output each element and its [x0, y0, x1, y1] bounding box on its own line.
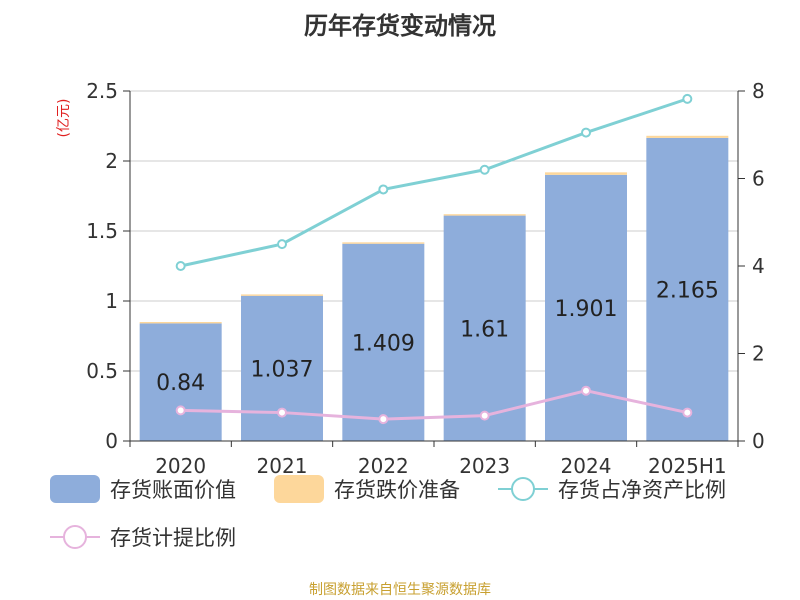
bar-data-label: 1.409 — [352, 331, 415, 356]
bar-inventory-impairment — [241, 294, 323, 296]
y-left-tick-label: 1 — [105, 289, 118, 313]
legend-swatch-bar — [50, 475, 100, 503]
line-point — [378, 184, 389, 195]
bar-inventory-book-value — [646, 137, 729, 441]
line-point — [682, 407, 693, 418]
chart-title: 历年存货变动情况 — [304, 12, 496, 40]
x-tick-label: 2024 — [561, 454, 612, 478]
x-tick-label: 2021 — [257, 454, 308, 478]
line-point — [378, 414, 389, 425]
bar-data-label: 1.61 — [460, 317, 509, 342]
axes: 0 0.5 1 1.5 2 2.5 0 2 4 6 8 2020 2021 2022 2023 2024 202… — [86, 79, 765, 478]
line-point — [277, 407, 287, 418]
data-source-note: 制图数据来自恒生聚源数据库 — [309, 582, 491, 598]
bar-data-label: 1.037 — [251, 357, 314, 382]
bar-data-label: 0.84 — [156, 371, 205, 396]
bar-inventory-book-value — [342, 243, 425, 441]
legend-swatch-bar — [274, 475, 324, 503]
bar-inventory-impairment — [342, 242, 425, 244]
x-tick-label: 2020 — [155, 454, 206, 478]
x-tick-label: 2025H1 — [648, 454, 727, 478]
bar-inventory-impairment — [545, 172, 627, 175]
bar-inventory-impairment — [443, 214, 526, 216]
line-point — [277, 239, 287, 250]
line-inventory-provision-ratio — [180, 389, 688, 421]
bar-inventory-book-value — [443, 215, 526, 441]
gridlines — [130, 90, 738, 372]
y-axis-unit-label: (亿元) — [56, 99, 72, 138]
bar-inventory-impairment — [139, 322, 222, 324]
legend-label: 存货占净资产比例 — [558, 478, 726, 502]
x-tick-label: 2022 — [358, 454, 409, 478]
line-group — [175, 93, 693, 425]
bar-inventory-book-value — [139, 323, 222, 441]
legend-label: 存货计提比例 — [110, 526, 236, 550]
y-right-tick-label: 6 — [752, 167, 765, 191]
y-right-tick-label: 2 — [752, 342, 765, 366]
line-point — [581, 127, 591, 138]
bar-group: 0.84 1.037 1.409 1.61 1.901 2.165 — [139, 135, 729, 442]
line-point — [682, 93, 693, 104]
y-right-tick-label: 4 — [752, 254, 765, 278]
line-point — [479, 410, 490, 421]
line-point — [581, 385, 591, 396]
line-point — [175, 405, 186, 416]
line-point — [175, 261, 186, 271]
x-tick-label: 2023 — [459, 454, 510, 478]
y-left-tick-label: 0 — [105, 429, 118, 453]
bar-inventory-impairment — [646, 135, 729, 138]
y-left-tick-label: 1.5 — [86, 219, 118, 243]
line-inventory-net-asset-ratio — [180, 97, 688, 268]
y-left-tick-label: 2.5 — [86, 79, 118, 103]
line-point — [479, 164, 490, 175]
legend-label: 存货跌价准备 — [334, 478, 460, 502]
legend-label: 存货账面价值 — [110, 478, 236, 502]
y-right-tick-label: 8 — [752, 79, 765, 103]
y-left-tick-label: 0.5 — [86, 359, 118, 383]
bar-data-label: 1.901 — [555, 297, 618, 322]
y-left-tick-label: 2 — [105, 149, 118, 173]
y-right-tick-label: 0 — [752, 429, 765, 453]
legend-swatch-marker — [511, 477, 535, 501]
legend-swatch-marker — [63, 525, 87, 549]
bar-data-label: 2.165 — [656, 278, 719, 303]
